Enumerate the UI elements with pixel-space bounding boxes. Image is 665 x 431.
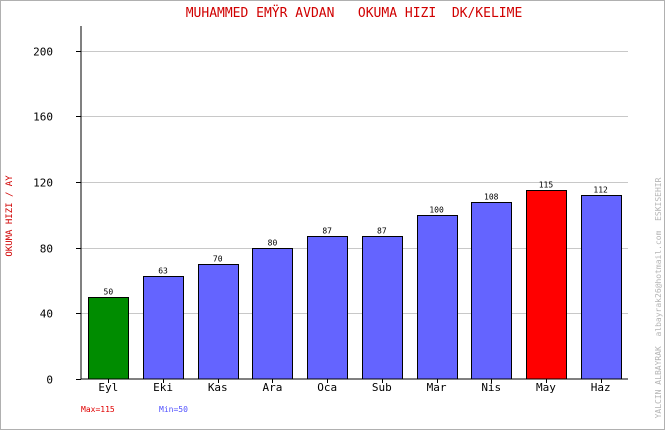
x-tick-label: Eyl xyxy=(98,381,118,394)
bar-value-label: 63 xyxy=(158,267,168,276)
bar-eyl xyxy=(88,297,129,380)
y-tick-label: 80 xyxy=(40,243,53,256)
bar-value-label: 50 xyxy=(104,288,114,297)
bar-haz xyxy=(581,195,622,380)
y-tick-label: 0 xyxy=(46,374,53,387)
credit-text: YALCIN ALBAYRAK albayrak26@hotmail.com E… xyxy=(654,177,663,418)
x-tick-label: Haz xyxy=(591,381,611,394)
x-tick-label: Kas xyxy=(208,381,228,394)
bar-eki xyxy=(143,276,184,380)
min-label: Min=50 xyxy=(159,405,188,414)
bar-value-label: 80 xyxy=(268,239,278,248)
bar-value-label: 100 xyxy=(429,206,444,215)
bar-value-label: 112 xyxy=(593,186,608,195)
bar-nis xyxy=(471,202,512,380)
y-axis-ticks: 0 40 80 120 160 200 xyxy=(33,46,81,387)
bar-sub xyxy=(362,236,403,380)
y-axis-label: OKUMA HIZI / AY xyxy=(5,175,15,257)
bar-value-label: 115 xyxy=(539,181,554,190)
y-tick-label: 120 xyxy=(33,177,53,190)
bar-mar xyxy=(417,215,458,380)
bars-group: 50 63 70 80 87 87 100 108 115 112 xyxy=(88,181,622,380)
x-tick-label: Nis xyxy=(481,381,501,394)
x-tick-label: Mar xyxy=(427,381,447,394)
bar-value-label: 87 xyxy=(322,227,332,236)
y-tick-label: 160 xyxy=(33,111,53,124)
chart-title: MUHAMMED EMŸR AVDAN OKUMA HIZI DK/KELIME xyxy=(186,5,523,21)
y-tick-label: 40 xyxy=(40,308,53,321)
bar-may xyxy=(526,190,567,380)
bar-kas xyxy=(198,264,239,380)
x-tick-label: Eki xyxy=(153,381,173,394)
bar-oca xyxy=(307,236,348,380)
max-label: Max=115 xyxy=(81,405,115,414)
bar-value-label: 87 xyxy=(377,227,387,236)
bar-ara xyxy=(252,248,293,380)
bar-value-label: 108 xyxy=(484,193,499,202)
y-tick-label: 200 xyxy=(33,46,53,59)
x-tick-label: Sub xyxy=(372,381,392,394)
x-tick-label: Oca xyxy=(317,381,337,394)
x-axis-labels: Eyl Eki Kas Ara Oca Sub Mar Nis May Haz xyxy=(98,379,611,394)
x-tick-label: Ara xyxy=(263,381,283,394)
bar-value-label: 70 xyxy=(213,255,223,264)
x-tick-label: May xyxy=(536,381,556,394)
